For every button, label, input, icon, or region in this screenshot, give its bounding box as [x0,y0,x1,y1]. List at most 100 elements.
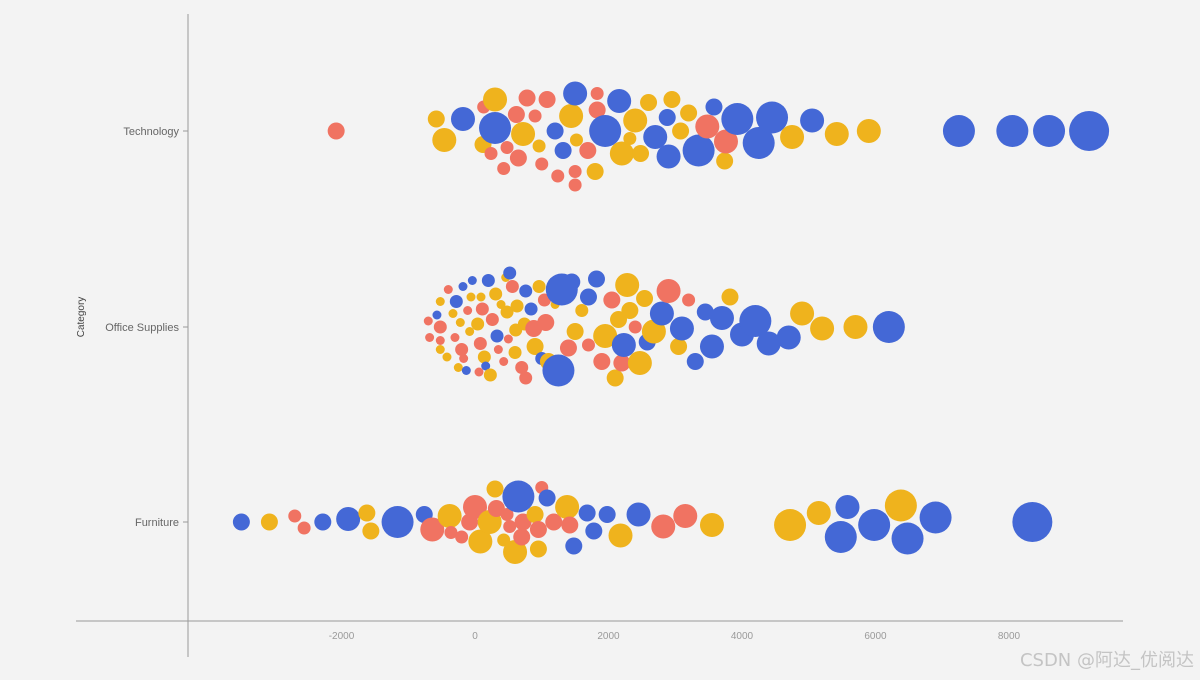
data-point [658,109,676,126]
data-point [484,147,498,160]
data-point [483,87,508,112]
data-point [432,310,442,320]
data-point [515,361,529,374]
data-point [535,157,549,171]
data-point [524,302,538,316]
data-point [843,315,868,339]
data-point [587,270,605,288]
data-point [455,343,469,356]
data-point [529,540,547,558]
data-point [669,316,694,341]
data-point [611,333,636,357]
data-point [996,115,1029,147]
data-point [568,165,582,178]
data-point [448,309,458,318]
data-point [537,314,555,331]
data-point [528,109,542,123]
data-point [721,288,739,306]
data-point [563,273,581,291]
data-point [513,528,531,546]
data-point [468,529,493,554]
data-point [699,513,724,537]
data-point [1012,502,1053,542]
data-point [314,513,332,531]
data-point [835,495,860,519]
data-point [606,369,624,387]
data-point [721,103,754,135]
data-point [569,133,583,147]
x-tick-label: 4000 [731,631,754,642]
data-point [1033,115,1066,147]
data-point [610,311,628,328]
data-point [627,351,652,375]
data-point [579,142,597,159]
data-point [780,125,805,149]
data-point [509,149,527,167]
x-tick-label: 8000 [998,631,1021,642]
data-point [640,94,658,111]
x-tick-label: 0 [472,631,478,642]
data-point [433,320,447,334]
data-point [559,339,577,357]
data-point [435,345,445,354]
data-point [575,304,589,317]
data-point [810,316,835,341]
x-tick-label: 2000 [597,631,620,642]
category-label: Office Supplies [105,322,179,334]
data-point [455,530,469,544]
data-point [776,325,801,350]
data-point [641,319,666,344]
data-point [453,363,463,372]
data-point [696,303,714,321]
data-point [461,366,471,375]
data-point [579,288,597,306]
data-point [425,333,435,342]
x-tick-label: -2000 [329,631,355,642]
swarm-points [232,81,1110,564]
data-point [554,142,572,159]
data-point [443,285,453,294]
data-point [336,507,361,531]
data-point [608,523,633,548]
data-point [526,338,544,355]
data-point [695,114,720,139]
data-point [511,122,536,146]
data-point [593,353,611,370]
data-point [672,122,690,140]
data-point [463,306,473,315]
data-point [542,354,575,387]
data-point [450,333,460,342]
data-point [626,502,651,527]
data-point [500,141,514,154]
data-point [476,292,486,302]
data-point [297,521,311,535]
data-point [872,311,905,343]
data-point [682,134,715,167]
data-point [598,506,616,523]
data-point [858,509,891,541]
data-point [489,287,503,301]
data-point [503,266,517,280]
data-point [503,540,528,564]
data-point [435,336,445,345]
category-label: Furniture [135,517,179,529]
data-point [526,506,544,523]
data-point [465,327,475,336]
data-point [774,509,807,541]
data-point [502,480,535,513]
data-point [473,337,487,350]
data-point [510,299,524,313]
data-point [519,371,533,385]
data-point [432,128,457,152]
data-point [449,295,463,308]
data-point [486,480,504,498]
data-point [613,354,631,372]
data-point [466,292,476,302]
data-point [632,145,650,162]
data-point [563,81,588,106]
data-point [682,293,696,307]
data-point [551,169,565,183]
data-point [824,521,857,553]
data-point [503,520,517,533]
data-point [497,162,511,175]
